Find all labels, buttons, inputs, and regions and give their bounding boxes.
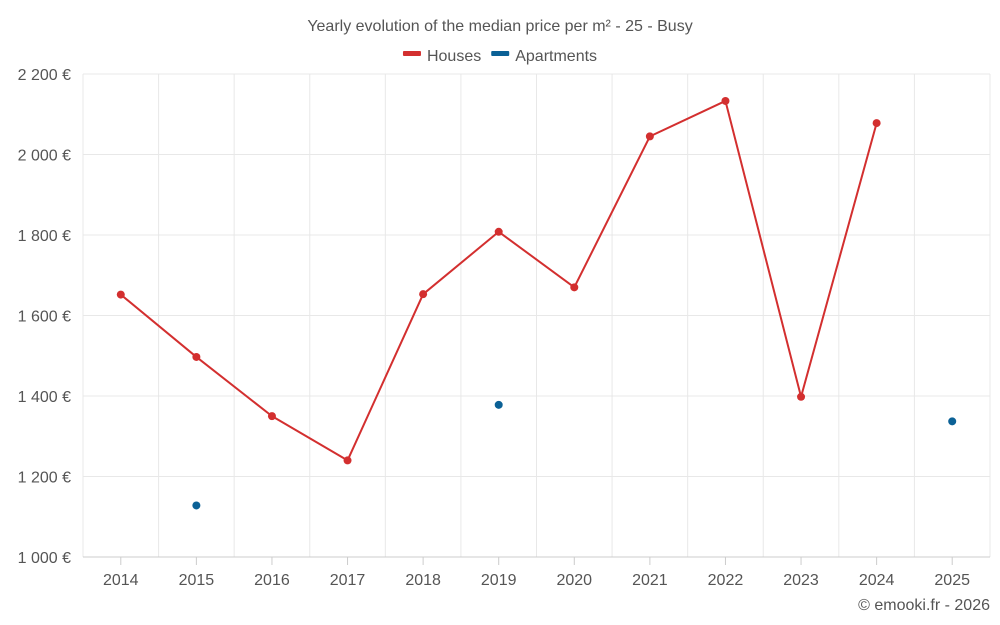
data-point[interactable] — [419, 290, 428, 299]
x-tick-label: 2020 — [556, 572, 592, 589]
legend: Houses Apartments — [402, 48, 597, 65]
data-point[interactable] — [494, 227, 503, 236]
series-houses — [116, 96, 881, 465]
x-tick-label: 2023 — [783, 572, 819, 589]
data-point[interactable] — [721, 96, 730, 105]
legend-item-apartments[interactable]: Apartments — [491, 48, 597, 65]
chart-credit: © emooki.fr - 2026 — [858, 597, 990, 614]
series-apartments — [192, 400, 957, 510]
legend-label: Apartments — [515, 48, 597, 65]
legend-label: Houses — [427, 48, 481, 65]
y-tick-label: 1 000 € — [18, 550, 71, 567]
data-point[interactable] — [343, 456, 352, 465]
y-tick-label: 1 600 € — [18, 309, 71, 326]
y-tick-label: 2 000 € — [18, 148, 71, 165]
x-tick-label: 2018 — [405, 572, 441, 589]
data-point[interactable] — [948, 417, 957, 426]
series-layer — [116, 96, 957, 510]
data-point[interactable] — [192, 501, 201, 510]
data-point[interactable] — [494, 400, 503, 409]
grid-layer — [82, 73, 991, 558]
x-tick-label: 2017 — [330, 572, 366, 589]
legend-swatch — [402, 51, 421, 56]
legend-item-houses[interactable]: Houses — [402, 48, 481, 65]
chart-title: Yearly evolution of the median price per… — [307, 18, 692, 35]
x-tick-label: 2022 — [708, 572, 744, 589]
data-point[interactable] — [570, 283, 579, 292]
data-point[interactable] — [192, 352, 201, 361]
x-tick-label: 2021 — [632, 572, 668, 589]
y-tick-label: 2 200 € — [18, 67, 71, 84]
axis-layer: 1 000 € 1 200 € 1 400 € 1 600 € 1 800 € 2 000… — [18, 67, 990, 589]
data-point[interactable] — [645, 132, 654, 141]
x-tick-label: 2014 — [103, 572, 139, 589]
data-point[interactable] — [267, 412, 276, 421]
x-tick-label: 2016 — [254, 572, 290, 589]
data-point[interactable] — [797, 392, 806, 401]
data-point[interactable] — [116, 290, 125, 299]
x-tick-label: 2024 — [859, 572, 895, 589]
x-tick-label: 2019 — [481, 572, 517, 589]
y-tick-label: 1 200 € — [18, 470, 71, 487]
x-tick-label: 2015 — [179, 572, 215, 589]
y-tick-label: 1 400 € — [18, 389, 71, 406]
legend-swatch — [491, 51, 510, 56]
y-tick-label: 1 800 € — [18, 228, 71, 245]
x-tick-label: 2025 — [934, 572, 970, 589]
data-point[interactable] — [872, 119, 881, 128]
